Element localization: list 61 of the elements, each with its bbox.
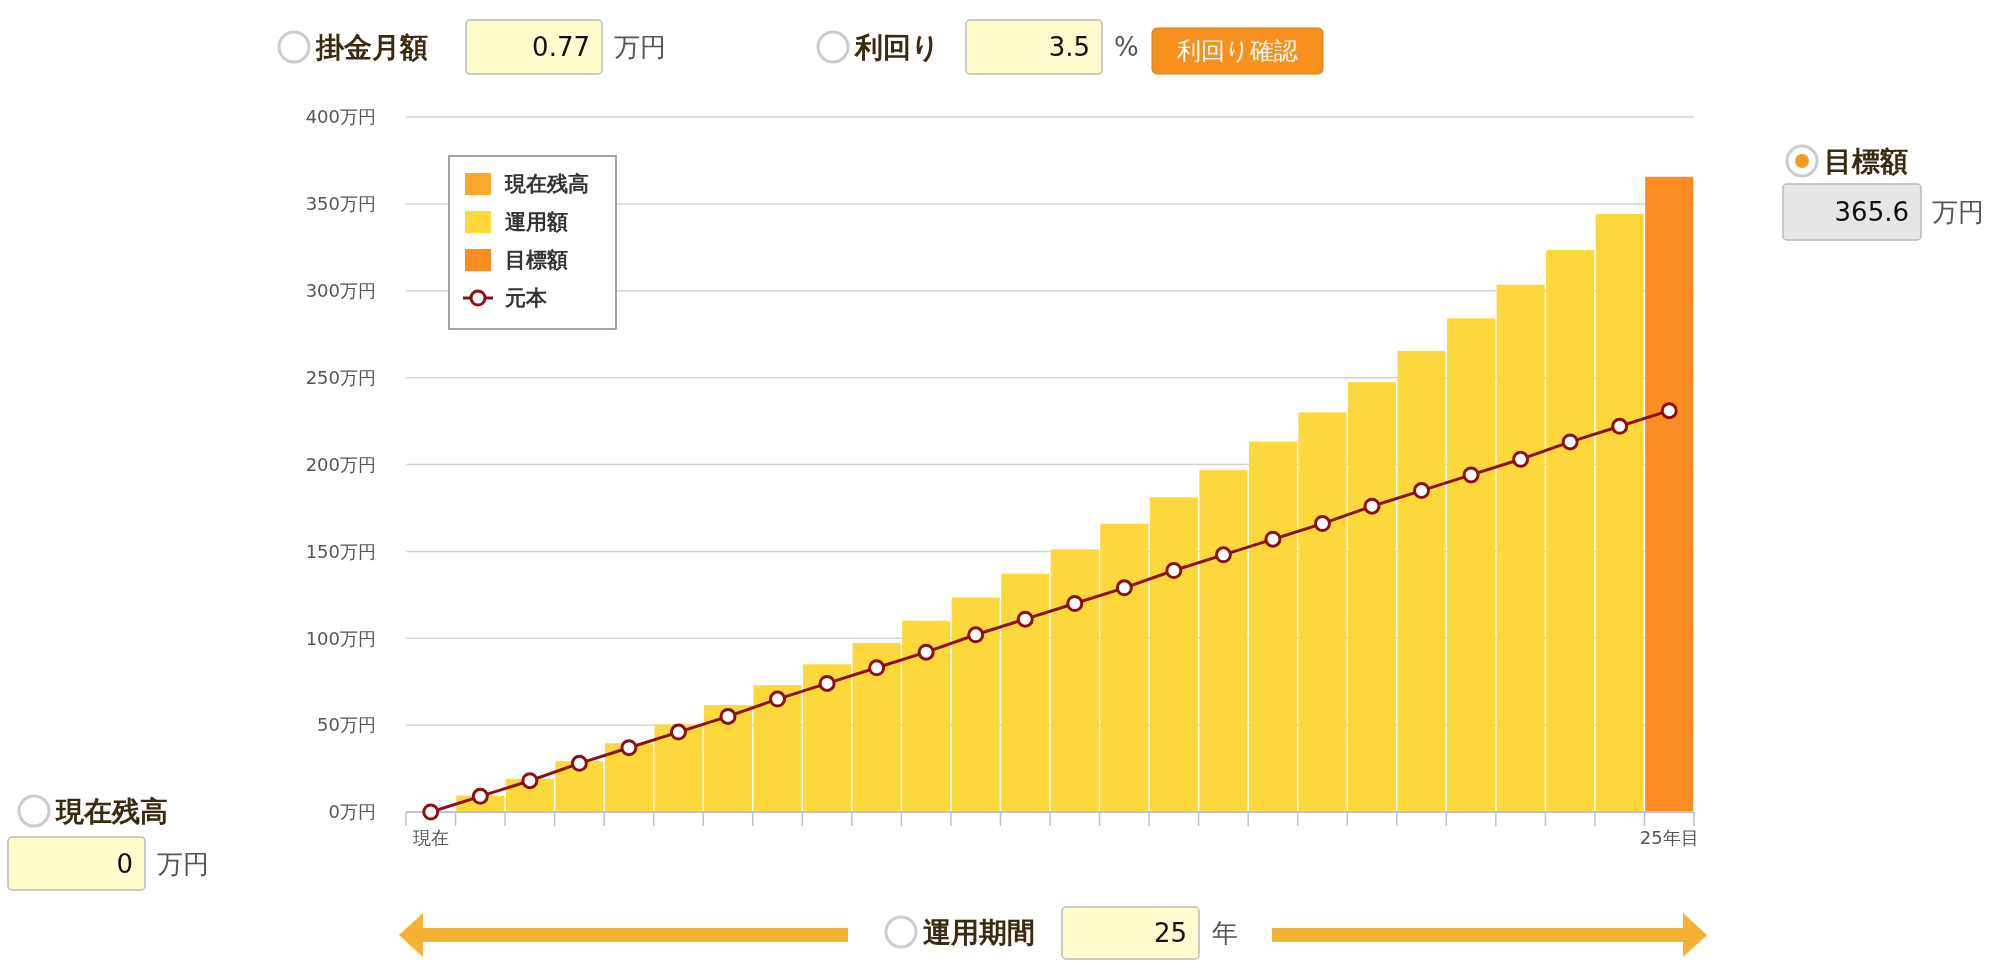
- point: [1462, 466, 1480, 484]
- bar: [1595, 213, 1644, 812]
- point: [868, 659, 886, 677]
- point: [1413, 482, 1431, 500]
- text: 目標額: [1824, 144, 1908, 178]
- point: [1561, 433, 1579, 451]
- point: [570, 754, 588, 772]
- point: [719, 707, 737, 725]
- bar: [1347, 382, 1397, 812]
- y-tick-label: 100万円: [305, 627, 376, 649]
- y-tick-label: 50万円: [317, 714, 376, 736]
- point: [967, 626, 985, 644]
- point: [620, 739, 638, 757]
- legend-label: 元本: [504, 286, 548, 311]
- y-tick-label: 350万円: [305, 193, 376, 215]
- text: 365.6: [1834, 197, 1909, 228]
- text: 年: [1212, 918, 1238, 949]
- text: 万円: [1932, 197, 1984, 228]
- point: [521, 772, 539, 790]
- legend-label: 運用額: [505, 210, 568, 235]
- bar: [703, 705, 753, 812]
- point: [1016, 610, 1034, 628]
- point: [1660, 402, 1678, 420]
- point: [1363, 497, 1381, 515]
- text: 万円: [614, 32, 666, 63]
- y-tick-label: 400万円: [305, 106, 376, 128]
- y-tick-label: 250万円: [305, 366, 376, 388]
- point: [917, 643, 935, 661]
- point: [1512, 450, 1530, 468]
- y-tick-label: 150万円: [305, 540, 376, 562]
- point: [471, 787, 489, 805]
- y-tick-label: 0万円: [328, 801, 376, 823]
- bar: [1645, 176, 1694, 812]
- y-tick-label: 200万円: [305, 453, 376, 475]
- text: 掛金月額: [315, 30, 428, 64]
- legend-label: 目標額: [505, 248, 568, 273]
- text: 運用期間: [923, 915, 1035, 949]
- text: 0: [116, 848, 133, 879]
- text: 現在残高: [55, 794, 168, 828]
- text: %: [1114, 32, 1139, 63]
- text: 25: [1153, 918, 1187, 949]
- point: [422, 803, 440, 821]
- y-tick-label: 300万円: [305, 280, 376, 302]
- text: 利回り: [854, 30, 940, 64]
- x-tick-label: 25年目: [1639, 827, 1699, 848]
- point: [1165, 561, 1183, 579]
- legend-label: 現在残高: [504, 172, 589, 197]
- point: [1611, 417, 1629, 435]
- text: 利回り確認: [1177, 37, 1298, 66]
- point: [669, 723, 687, 741]
- text: 3.5: [1048, 32, 1090, 63]
- point: [769, 690, 787, 708]
- point: [1115, 579, 1133, 597]
- text: 0.77: [532, 32, 590, 63]
- x-tick-label: 現在: [412, 827, 449, 848]
- point: [1214, 546, 1232, 564]
- text: 万円: [157, 849, 209, 880]
- point: [818, 674, 836, 692]
- point: [1264, 530, 1282, 548]
- point: [1313, 515, 1331, 533]
- point: [1066, 595, 1084, 612]
